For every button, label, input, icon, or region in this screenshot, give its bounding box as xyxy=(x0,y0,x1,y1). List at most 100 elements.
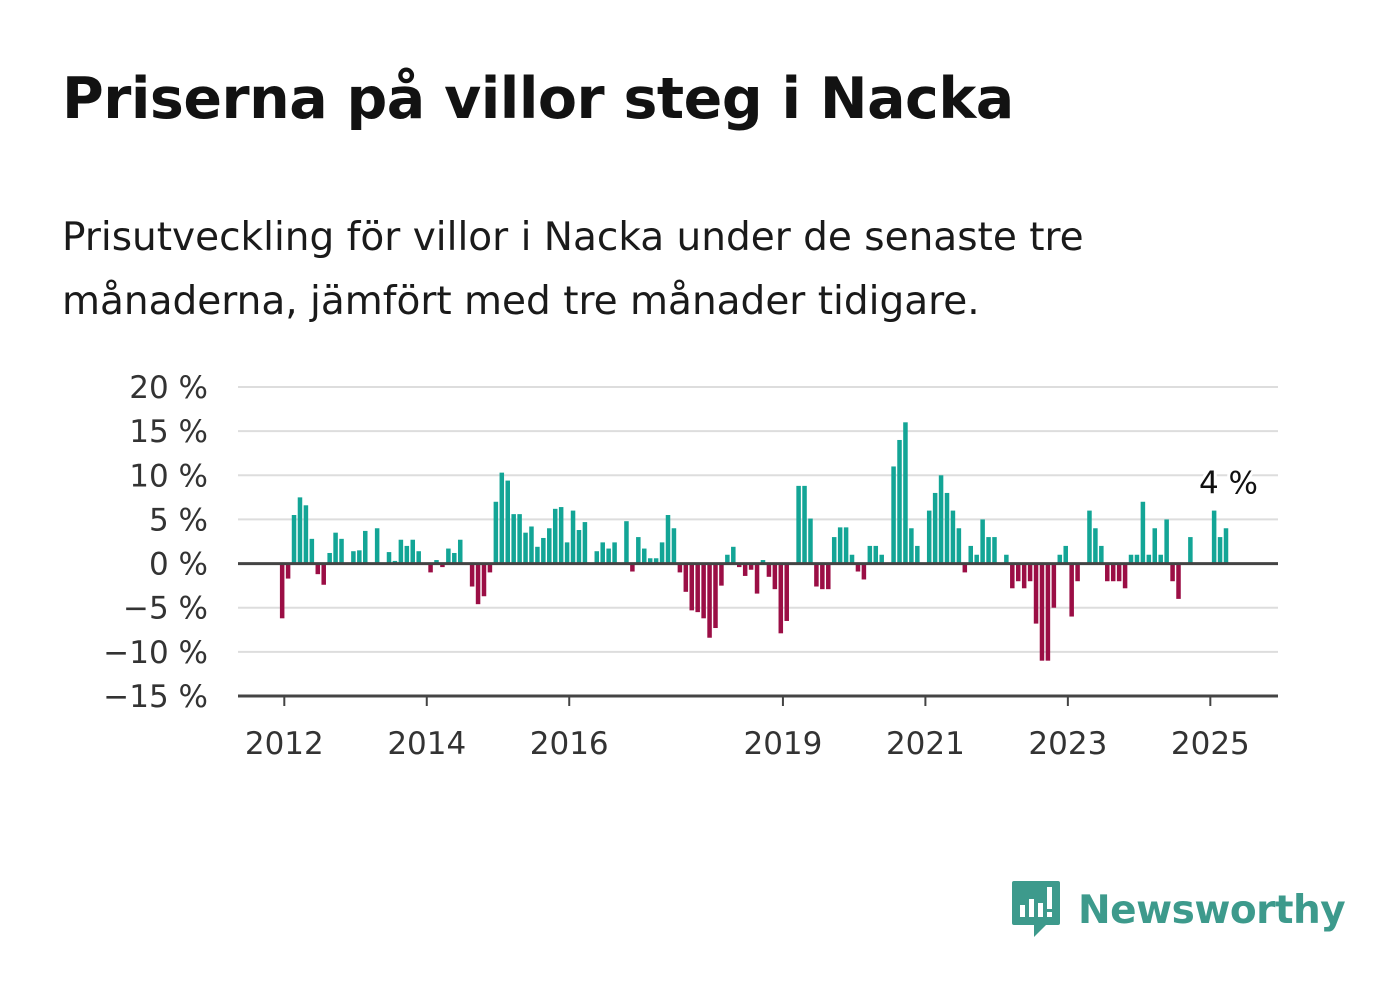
bar xyxy=(339,538,344,564)
bar xyxy=(576,530,582,564)
bar xyxy=(671,528,677,564)
bar xyxy=(938,475,944,564)
bar xyxy=(760,560,766,564)
y-tick-label: 20 % xyxy=(129,370,208,406)
bar xyxy=(481,563,487,597)
x-tick-label: 2012 xyxy=(245,726,324,762)
x-axis-ticks: 2012 2014 2016 2019 2021 2023 2025 xyxy=(245,696,1250,762)
y-tick-label: 5 % xyxy=(149,502,208,538)
bar xyxy=(647,558,653,564)
bar xyxy=(1170,563,1175,582)
bar xyxy=(659,542,665,564)
bar xyxy=(499,472,505,564)
bar xyxy=(653,558,659,564)
bar xyxy=(677,563,683,573)
chart-title: Priserna på villor steg i Nacka xyxy=(62,66,1014,132)
bar xyxy=(612,542,617,564)
bar xyxy=(315,563,321,575)
bar xyxy=(309,538,315,564)
bar xyxy=(285,563,291,579)
gridlines xyxy=(238,386,1278,653)
bar xyxy=(974,554,979,564)
bar xyxy=(719,563,724,586)
bar xyxy=(980,519,985,564)
bar xyxy=(1057,554,1063,564)
bar xyxy=(909,528,914,564)
bar xyxy=(357,550,362,564)
bar xyxy=(849,554,855,564)
bar xyxy=(547,528,552,564)
annotations: 4 % xyxy=(1196,462,1261,504)
chart-subtitle: Prisutveckling för villor i Nacka under … xyxy=(62,215,1084,324)
bar xyxy=(452,552,457,564)
bar xyxy=(1140,501,1146,564)
bar xyxy=(487,563,493,573)
bar xyxy=(505,480,510,564)
bar xyxy=(683,563,689,592)
x-tick-label: 2021 xyxy=(886,726,965,762)
bar xyxy=(861,563,867,580)
bar xyxy=(523,532,528,564)
bar xyxy=(624,521,629,564)
x-tick-label: 2025 xyxy=(1171,726,1250,762)
bar xyxy=(1152,528,1158,564)
bar xyxy=(469,563,475,587)
bar-series xyxy=(279,422,1229,661)
y-tick-label: 15 % xyxy=(129,414,208,450)
axes xyxy=(238,562,1278,698)
bar xyxy=(695,563,700,613)
bar xyxy=(992,537,997,564)
y-tick-label: −5 % xyxy=(123,591,208,627)
bar xyxy=(374,528,380,564)
bar xyxy=(446,548,451,564)
brand-name: Newsworthy xyxy=(1078,887,1346,933)
bar xyxy=(630,563,635,572)
bar xyxy=(903,422,908,564)
bar xyxy=(725,554,730,564)
bar xyxy=(843,527,849,564)
bar xyxy=(1188,537,1193,564)
bar xyxy=(873,545,879,564)
bar xyxy=(1158,554,1163,564)
bar xyxy=(1021,563,1027,589)
y-tick-label: −15 % xyxy=(103,679,208,715)
bar xyxy=(754,563,760,594)
bar xyxy=(541,537,546,564)
bar xyxy=(1051,563,1057,608)
bar xyxy=(1134,554,1140,564)
bar xyxy=(600,542,605,564)
bar xyxy=(956,528,962,564)
y-axis-ticks: 20 % 15 % 10 % 5 % 0 % −5 % −10 % −15 % xyxy=(103,370,208,715)
bar xyxy=(1110,563,1116,582)
x-tick-label: 2016 xyxy=(530,726,609,762)
bar xyxy=(535,546,540,564)
bar xyxy=(879,554,884,564)
bar xyxy=(784,563,789,621)
bar xyxy=(1075,563,1080,582)
bar xyxy=(1217,537,1223,564)
bar xyxy=(594,551,600,564)
bar xyxy=(778,563,784,634)
bar xyxy=(398,539,404,564)
bar xyxy=(1015,563,1021,582)
bar xyxy=(1004,554,1009,564)
bar xyxy=(748,563,754,570)
bar xyxy=(926,510,932,564)
bar xyxy=(944,492,950,564)
bar xyxy=(1223,528,1229,564)
bar xyxy=(363,530,368,564)
bar xyxy=(416,551,421,564)
bar xyxy=(915,545,920,564)
bar xyxy=(820,563,825,590)
bar xyxy=(279,563,285,619)
bar xyxy=(867,545,873,564)
bar xyxy=(606,548,611,564)
bar xyxy=(1116,563,1122,582)
bar xyxy=(1122,563,1128,589)
bar xyxy=(1027,563,1033,582)
bar xyxy=(1164,519,1169,564)
bar xyxy=(564,542,570,564)
bar xyxy=(558,507,564,564)
bar xyxy=(736,563,742,568)
bar xyxy=(796,485,801,564)
